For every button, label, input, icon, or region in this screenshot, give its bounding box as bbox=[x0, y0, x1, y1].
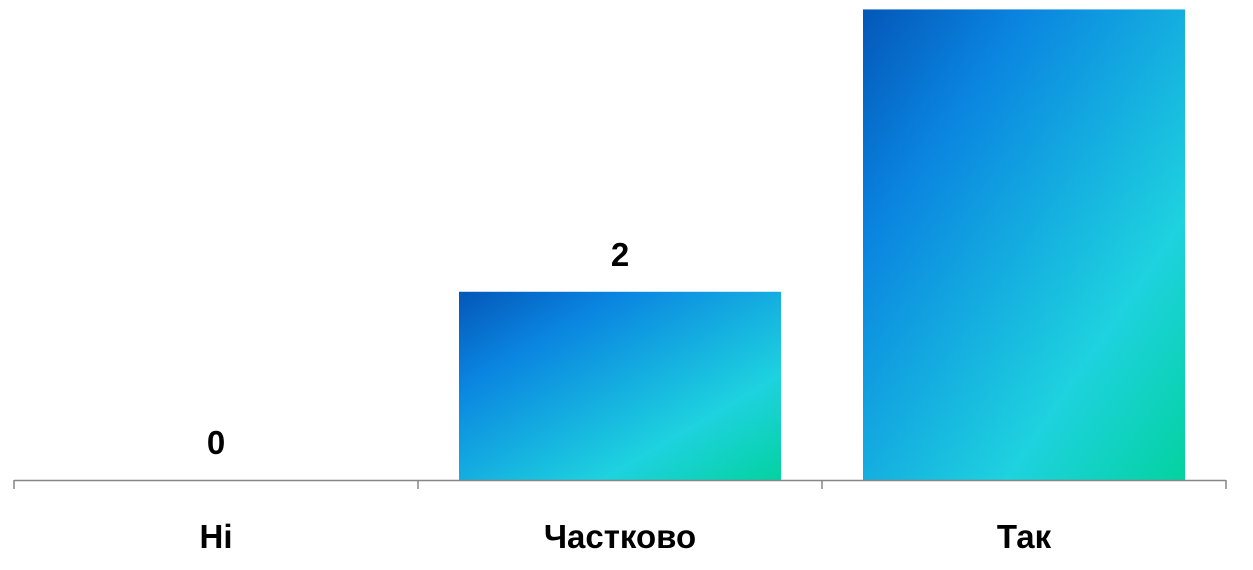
category-label-1: Ні bbox=[200, 518, 233, 555]
category-label-2: Частково bbox=[544, 518, 696, 555]
data-label-1: 0 bbox=[207, 424, 225, 461]
bar-2 bbox=[459, 291, 781, 480]
bar-3 bbox=[863, 9, 1185, 480]
data-label-2: 2 bbox=[611, 236, 629, 273]
category-label-3: Так bbox=[997, 518, 1052, 555]
